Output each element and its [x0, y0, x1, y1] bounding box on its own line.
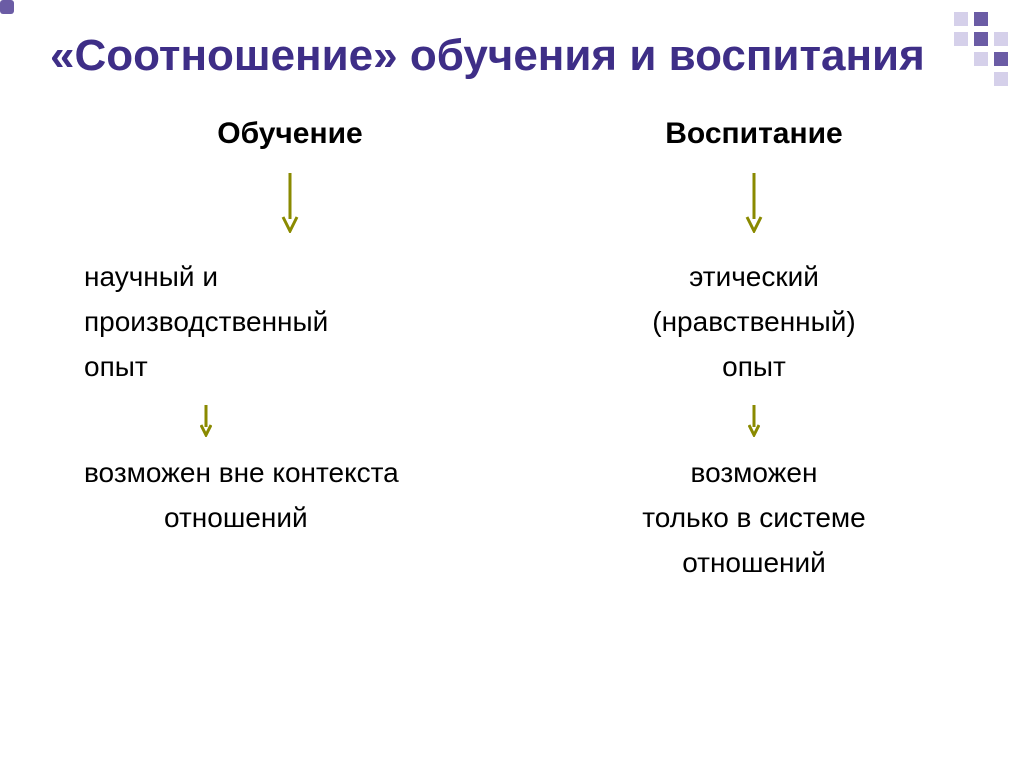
text-line: опыт	[84, 345, 328, 390]
left-header: Обучение	[217, 117, 363, 151]
left-block-1: научный и производственный опыт	[80, 255, 328, 389]
arrow-down-icon	[748, 403, 760, 437]
arrow-small-left	[80, 403, 212, 437]
arrow-large-right	[745, 171, 763, 233]
decor-square	[974, 32, 988, 46]
column-right: Воспитание этический (нравственный) опыт	[554, 117, 954, 608]
slide: «Соотношение» обучения и воспитания Обуч…	[0, 0, 1024, 767]
right-block-1: этический (нравственный) опыт	[652, 255, 855, 389]
arrow-down-icon	[200, 403, 212, 437]
decor-square	[954, 12, 968, 26]
text-line: только в системе	[642, 496, 866, 541]
arrow-down-icon	[745, 171, 763, 233]
decor-square	[974, 12, 988, 26]
left-block-2: возможен вне контекста отношений	[80, 451, 399, 541]
decor-square	[954, 32, 968, 46]
text-line: возможен	[642, 451, 866, 496]
corner-dot-top-left	[0, 0, 14, 14]
corner-decoration	[954, 12, 1008, 86]
text-line: возможен вне контекста	[84, 451, 399, 496]
diagram-columns: Обучение научный и производственный опыт	[50, 117, 974, 608]
decor-square	[994, 32, 1008, 46]
decor-square	[974, 52, 988, 66]
arrow-small-right	[748, 403, 760, 437]
decor-square	[994, 52, 1008, 66]
arrow-large-left	[281, 171, 299, 233]
decor-square	[994, 72, 1008, 86]
text-line: производственный	[84, 300, 328, 345]
right-header: Воспитание	[665, 117, 842, 151]
text-line: (нравственный)	[652, 300, 855, 345]
arrow-down-icon	[281, 171, 299, 233]
column-left: Обучение научный и производственный опыт	[80, 117, 500, 608]
text-line: этический	[652, 255, 855, 300]
slide-title: «Соотношение» обучения и воспитания	[50, 28, 974, 83]
text-line: научный и	[84, 255, 328, 300]
right-block-2: возможен только в системе отношений	[642, 451, 866, 585]
text-line: отношений	[84, 496, 399, 541]
text-line: опыт	[652, 345, 855, 390]
text-line: отношений	[642, 541, 866, 586]
